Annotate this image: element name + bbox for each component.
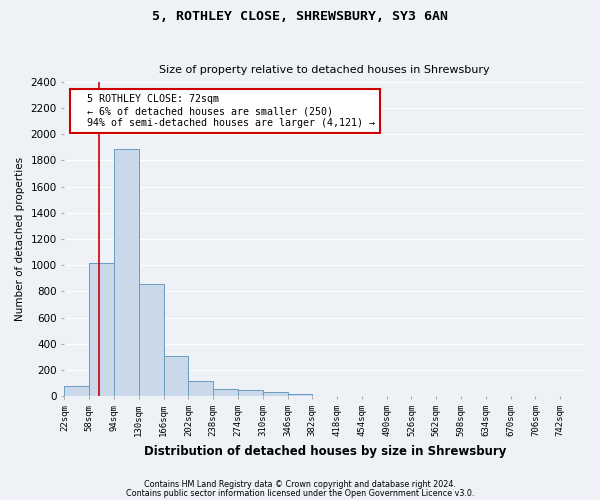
Bar bbox=[164, 356, 188, 397]
Bar bbox=[64, 386, 89, 396]
Y-axis label: Number of detached properties: Number of detached properties bbox=[15, 157, 25, 321]
Bar bbox=[213, 389, 238, 396]
Text: Contains HM Land Registry data © Crown copyright and database right 2024.: Contains HM Land Registry data © Crown c… bbox=[144, 480, 456, 489]
Bar bbox=[188, 381, 213, 396]
Text: 5 ROTHLEY CLOSE: 72sqm
  ← 6% of detached houses are smaller (250)
  94% of semi: 5 ROTHLEY CLOSE: 72sqm ← 6% of detached … bbox=[75, 94, 375, 128]
Bar bbox=[114, 148, 139, 396]
Bar bbox=[139, 284, 164, 397]
Bar bbox=[263, 392, 287, 396]
Bar bbox=[89, 262, 114, 396]
X-axis label: Distribution of detached houses by size in Shrewsbury: Distribution of detached houses by size … bbox=[143, 444, 506, 458]
Text: 5, ROTHLEY CLOSE, SHREWSBURY, SY3 6AN: 5, ROTHLEY CLOSE, SHREWSBURY, SY3 6AN bbox=[152, 10, 448, 23]
Text: Contains public sector information licensed under the Open Government Licence v3: Contains public sector information licen… bbox=[126, 488, 474, 498]
Bar bbox=[287, 394, 313, 396]
Bar bbox=[238, 390, 263, 396]
Title: Size of property relative to detached houses in Shrewsbury: Size of property relative to detached ho… bbox=[160, 66, 490, 76]
